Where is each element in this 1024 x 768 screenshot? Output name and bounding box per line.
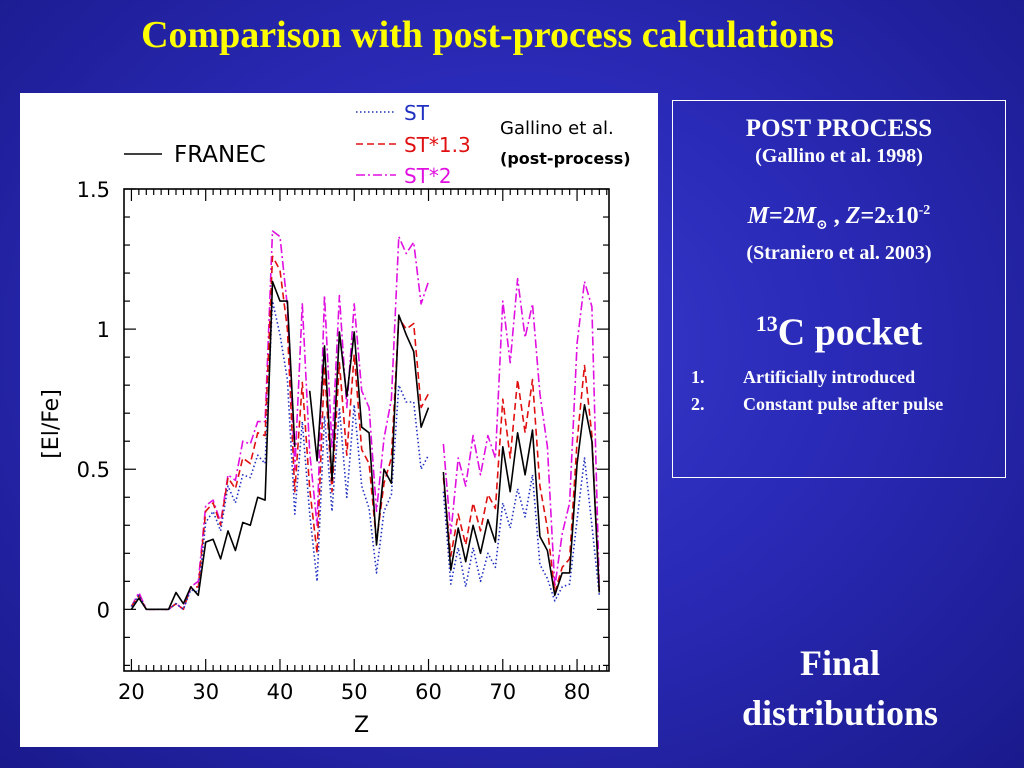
model-parameters: M=2M⊙ , Z=2x10-2 <box>673 197 1005 240</box>
info-heading-ref: (Gallino et al. 1998) <box>755 145 923 167</box>
final-line-2: distributions <box>741 693 939 733</box>
chart-axes <box>123 188 610 672</box>
final-line-1: Final <box>799 643 880 683</box>
sun-symbol: ⊙ <box>816 217 828 233</box>
series-line-st <box>130 300 601 611</box>
mass-equals: =2 <box>769 203 795 229</box>
legend-label-st: ST <box>404 101 430 125</box>
x-tick-label: 20 <box>118 680 145 704</box>
chart-svg: 20 30 40 50 60 70 80 0 0.5 1 1.5 Z [El/Fe] FRANEC ST S… <box>39 101 631 738</box>
y-tick-label: 0 <box>97 598 110 622</box>
list-text: Artificially introduced <box>743 367 916 388</box>
info-heading: POST PROCESS <box>745 115 933 142</box>
list-item: 2. Constant pulse after pulse <box>673 391 1005 418</box>
series-line-franec <box>130 280 601 611</box>
chart-series <box>130 230 601 611</box>
series-line-st-1-3 <box>130 255 601 611</box>
legend-label-franec: FRANEC <box>174 142 266 168</box>
x-tick-label: 40 <box>267 680 294 704</box>
legend-label-st-1-3: ST*1.3 <box>404 133 471 157</box>
final-distributions-label: Final distributions <box>690 638 990 738</box>
chart-legend: FRANEC ST ST*1.3 ST*2 Gallino et al. (post-pr… <box>124 101 631 188</box>
pocket-text: C pocket <box>777 311 923 354</box>
list-item: 1. Artificially introduced <box>673 364 1005 391</box>
list-number: 1. <box>691 367 705 388</box>
x-tick-label: 60 <box>415 680 442 704</box>
list-text: Constant pulse after pulse <box>743 394 944 415</box>
legend-group-subtitle: (post-process) <box>500 149 631 168</box>
y-axis-label: [El/Fe] <box>39 389 64 459</box>
chart-labels: 20 30 40 50 60 70 80 0 0.5 1 1.5 Z [El/Fe] <box>39 178 590 738</box>
x-tick-label: 50 <box>341 680 368 704</box>
info-box: POST PROCESS (Gallino et al. 1998) M=2M⊙… <box>672 100 1006 478</box>
legend-group-title: Gallino et al. <box>500 118 614 139</box>
plot-frame <box>123 188 610 672</box>
z-base: 10 <box>894 203 919 229</box>
z-exponent: -2 <box>918 203 931 218</box>
y-tick-label: 0.5 <box>77 458 110 482</box>
model-ref: (Straniero et al. 2003) <box>746 241 932 264</box>
c13-pocket-heading: 13C pocket <box>673 302 1005 355</box>
y-tick-label: 1.5 <box>77 178 110 202</box>
x-axis-label: Z <box>354 713 369 738</box>
param-separator: , <box>827 203 846 229</box>
mass-symbol: M <box>747 203 770 229</box>
x-tick-label: 80 <box>564 680 591 704</box>
pocket-list: 1. Artificially introduced 2. Constant pul… <box>673 364 1005 418</box>
z-equals: =2 <box>860 203 887 229</box>
list-number: 2. <box>691 394 705 415</box>
mass-symbol-2: M <box>794 203 817 229</box>
y-tick-label: 1 <box>97 318 110 342</box>
legend-label-st-2: ST*2 <box>404 164 452 188</box>
z-symbol: Z <box>845 203 861 229</box>
times-symbol: x <box>886 208 895 227</box>
slide-title: Comparison with post-process calculation… <box>141 14 834 56</box>
x-tick-label: 70 <box>489 680 516 704</box>
pocket-superscript: 13 <box>755 310 778 336</box>
chart-panel: 20 30 40 50 60 70 80 0 0.5 1 1.5 Z [El/Fe] FRANEC ST S… <box>20 93 658 747</box>
x-tick-label: 30 <box>192 680 219 704</box>
